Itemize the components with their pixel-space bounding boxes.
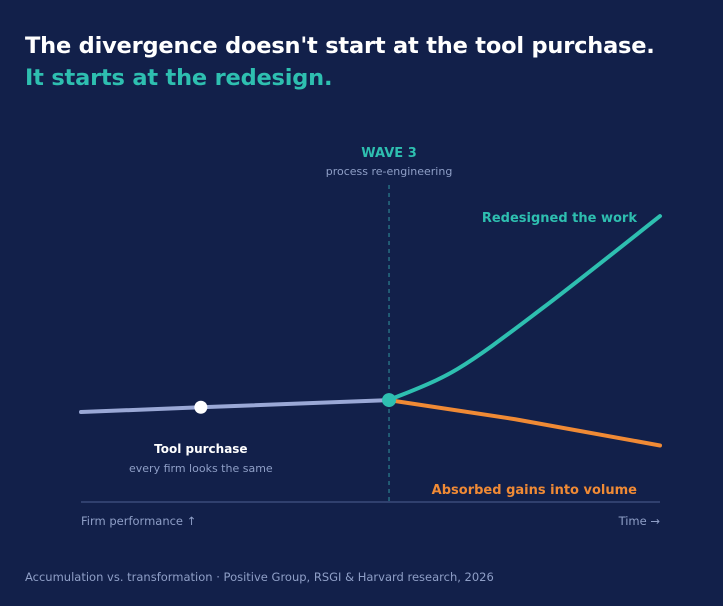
x-axis-label: Time →: [618, 514, 661, 528]
tool-purchase-sublabel: every firm looks the same: [129, 462, 273, 475]
y-axis-label: Firm performance ↑: [81, 514, 196, 528]
baseline-series-line: [79, 398, 392, 415]
wave-3-point: [382, 393, 397, 408]
tool-purchase-point: [194, 400, 208, 414]
headline-line-1: The divergence doesn't start at the tool…: [25, 33, 655, 59]
wave-3-label: WAVE 3: [361, 146, 416, 161]
wave-3-sublabel: process re-engineering: [326, 165, 453, 178]
source-caption: Accumulation vs. transformation · Positi…: [25, 570, 494, 584]
absorbed-series-label: Absorbed gains into volume: [432, 483, 637, 498]
redesigned-series-line: [387, 214, 662, 403]
headline: The divergence doesn't start at the tool…: [25, 30, 655, 94]
tool-purchase-label: Tool purchase: [154, 442, 247, 456]
redesigned-series-label: Redesigned the work: [482, 211, 638, 226]
headline-line-2: It starts at the redesign.: [25, 65, 333, 91]
absorbed-series-line: [387, 398, 662, 448]
